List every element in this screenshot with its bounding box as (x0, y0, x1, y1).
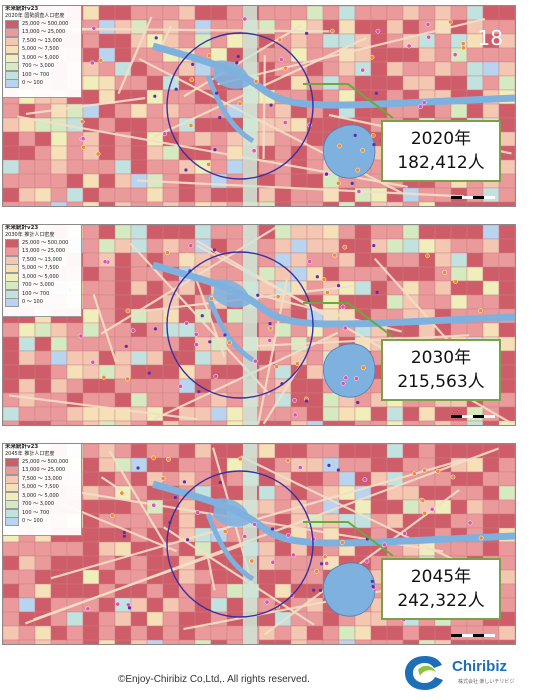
copyright-text: ©Enjoy-Chiribiz Co,Ltd,. All rights rese… (118, 674, 310, 685)
legend-row: 13,000 〜 25,000 (3, 466, 81, 476)
legend-row: 25,000 〜 500,000 (3, 238, 81, 248)
legend-row: 7,500 〜 13,000 (3, 36, 81, 46)
legend-range: 7,500 〜 13,000 (22, 256, 62, 263)
legend-app-name: 未来統計v23 (5, 444, 39, 450)
callout-population: 215,563人 (397, 372, 485, 392)
legend-row: 0 〜 100 (3, 298, 81, 308)
legend-app-name: 未来統計v23 (5, 6, 39, 12)
legend-range: 3,000 〜 5,000 (22, 492, 59, 499)
legend-row: 3,000 〜 5,000 (3, 491, 81, 501)
legend-range: 13,000 〜 25,000 (22, 29, 66, 36)
map-panel-2030: 未来統計v23 2030年 推計人口密度 25,000 〜 500,000 13,… (2, 224, 516, 426)
legend-range: 0 〜 100 (22, 518, 43, 525)
population-callout: 2030年 215,563人 (381, 339, 501, 401)
page-number-badge: 18 (477, 26, 503, 50)
legend-row: 100 〜 700 (3, 70, 81, 80)
legend-row: 100 〜 700 (3, 289, 81, 299)
map-legend: 未来統計v23 2030年 推計人口密度 25,000 〜 500,000 13,… (3, 225, 82, 317)
legend-row: 7,500 〜 13,000 (3, 474, 81, 484)
legend-swatch (5, 517, 19, 527)
legend-app-name: 未来統計v23 (5, 225, 39, 231)
legend-range: 5,000 〜 7,500 (22, 484, 59, 491)
map-panel-2045: 未来統計v23 2045年 推計人口密度 25,000 〜 500,000 13,… (2, 443, 516, 645)
legend-row: 3,000 〜 5,000 (3, 53, 81, 63)
legend-range: 700 〜 3,000 (22, 282, 55, 289)
legend-title: 2045年 推計人口密度 (5, 450, 55, 457)
logo-wordmark: Chiribiz (452, 658, 507, 675)
legend-rows: 25,000 〜 500,000 13,000 〜 25,000 7,500 〜 1… (3, 457, 81, 527)
population-callout: 2020年 182,412人 (381, 120, 501, 182)
legend-row: 700 〜 3,000 (3, 281, 81, 291)
legend-range: 13,000 〜 25,000 (22, 248, 66, 255)
legend-range: 700 〜 3,000 (22, 63, 55, 70)
legend-row: 0 〜 100 (3, 79, 81, 89)
legend-swatch (5, 79, 19, 89)
legend-row: 25,000 〜 500,000 (3, 457, 81, 467)
legend-range: 7,500 〜 13,000 (22, 37, 62, 44)
legend-row: 25,000 〜 500,000 (3, 19, 81, 29)
legend-range: 25,000 〜 500,000 (22, 239, 69, 246)
legend-row: 5,000 〜 7,500 (3, 264, 81, 274)
legend-range: 3,000 〜 5,000 (22, 54, 59, 61)
legend-row: 7,500 〜 13,000 (3, 255, 81, 265)
population-callout: 2045年 242,322人 (381, 558, 501, 620)
legend-row: 700 〜 3,000 (3, 500, 81, 510)
map-legend: 未来統計v23 2045年 推計人口密度 25,000 〜 500,000 13,… (3, 444, 82, 536)
map-panel-2020: 未来統計v23 2020年 国勢調査人口密度 25,000 〜 500,000 1… (2, 5, 516, 207)
legend-range: 100 〜 700 (22, 290, 50, 297)
legend-range: 0 〜 100 (22, 299, 43, 306)
callout-population: 242,322人 (397, 591, 485, 611)
legend-row: 5,000 〜 7,500 (3, 45, 81, 55)
legend-rows: 25,000 〜 500,000 13,000 〜 25,000 7,500 〜 1… (3, 19, 81, 89)
legend-range: 3,000 〜 5,000 (22, 273, 59, 280)
legend-range: 25,000 〜 500,000 (22, 458, 69, 465)
legend-title: 2020年 国勢調査人口密度 (5, 12, 65, 19)
legend-row: 3,000 〜 5,000 (3, 272, 81, 282)
legend-range: 100 〜 700 (22, 71, 50, 78)
legend-range: 25,000 〜 500,000 (22, 20, 69, 27)
logo-mark-icon (405, 656, 443, 690)
legend-range: 5,000 〜 7,500 (22, 46, 59, 53)
callout-year: 2030年 (410, 348, 472, 368)
legend-title: 2030年 推計人口密度 (5, 231, 55, 238)
population-density-map (3, 225, 515, 425)
legend-rows: 25,000 〜 500,000 13,000 〜 25,000 7,500 〜 1… (3, 238, 81, 308)
legend-row: 5,000 〜 7,500 (3, 483, 81, 493)
callout-population: 182,412人 (397, 153, 485, 173)
legend-row: 13,000 〜 25,000 (3, 28, 81, 38)
legend-swatch (5, 298, 19, 308)
legend-range: 13,000 〜 25,000 (22, 467, 66, 474)
company-logo: Chiribiz 株式会社 楽しいチリビジ (400, 650, 534, 696)
legend-range: 100 〜 700 (22, 509, 50, 516)
callout-year: 2045年 (410, 567, 472, 587)
legend-row: 0 〜 100 (3, 517, 81, 527)
legend-row: 100 〜 700 (3, 508, 81, 518)
legend-range: 0 〜 100 (22, 80, 43, 87)
legend-range: 700 〜 3,000 (22, 501, 55, 508)
legend-row: 13,000 〜 25,000 (3, 247, 81, 257)
legend-range: 7,500 〜 13,000 (22, 475, 62, 482)
legend-range: 5,000 〜 7,500 (22, 265, 59, 272)
callout-year: 2020年 (410, 129, 472, 149)
logo-subtitle: 株式会社 楽しいチリビジ (458, 679, 515, 685)
map-legend: 未来統計v23 2020年 国勢調査人口密度 25,000 〜 500,000 1… (3, 6, 82, 98)
legend-row: 700 〜 3,000 (3, 62, 81, 72)
